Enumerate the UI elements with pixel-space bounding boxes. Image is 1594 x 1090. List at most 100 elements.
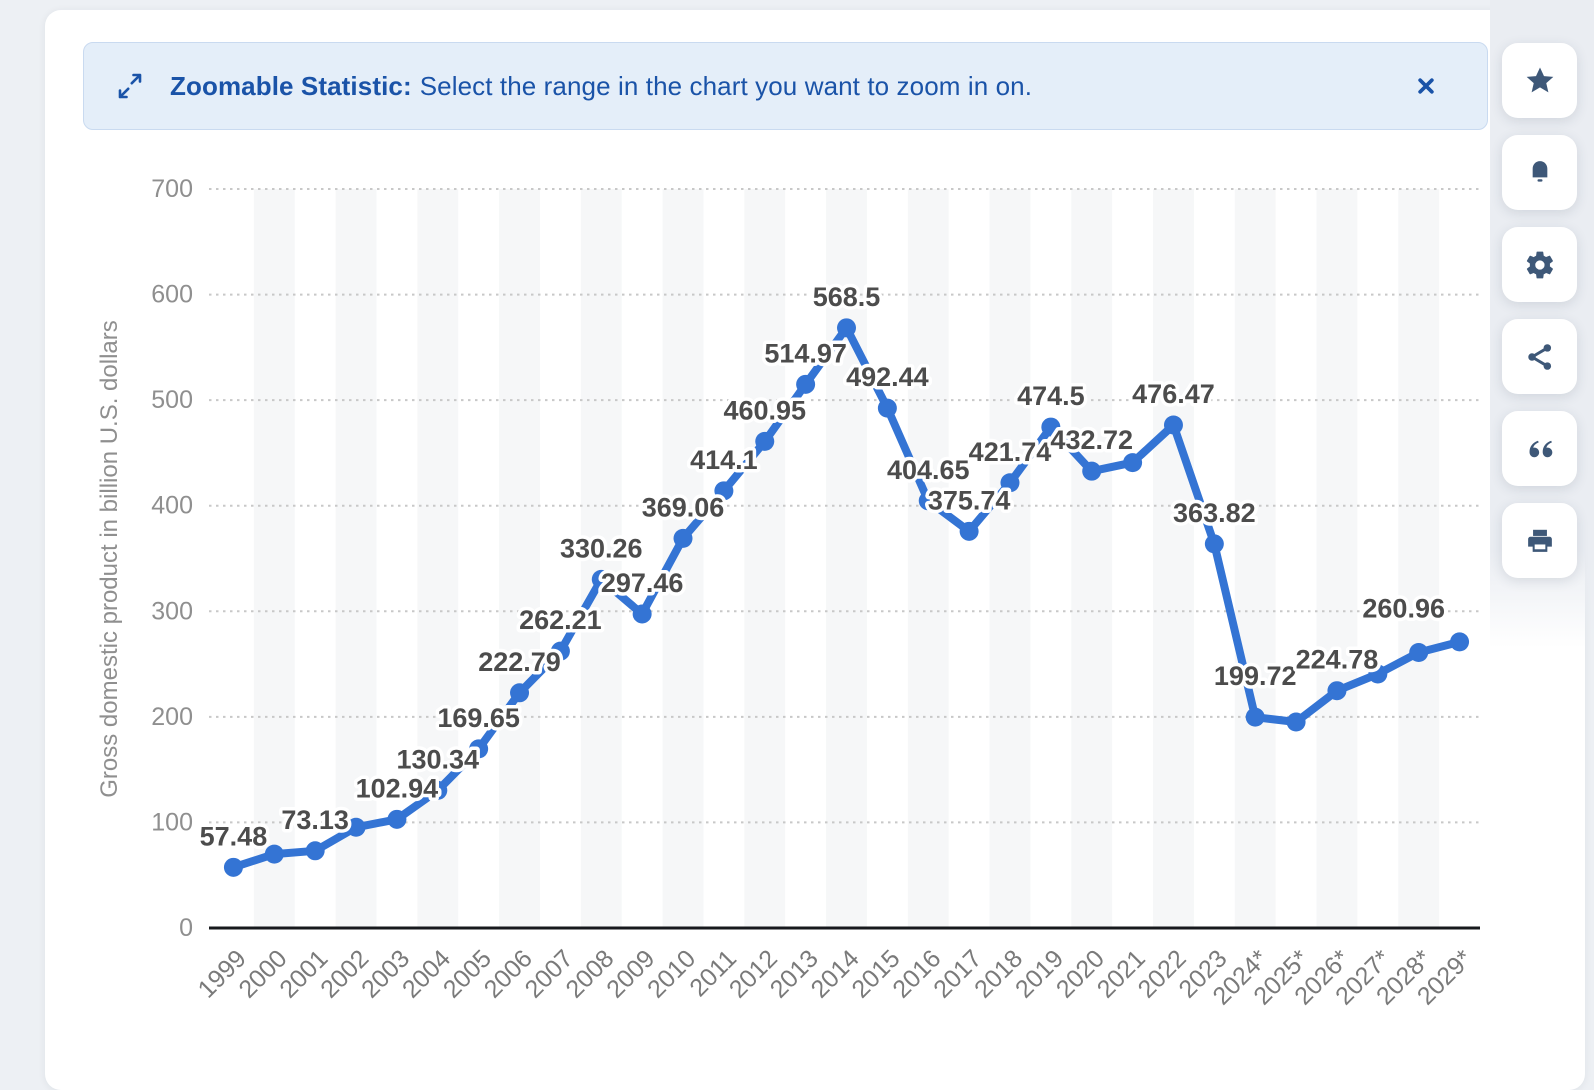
alt-year-band: [417, 189, 459, 928]
data-point[interactable]: [959, 521, 979, 541]
data-point[interactable]: [510, 683, 530, 703]
data-point-label: 224.78: [1296, 645, 1379, 675]
alt-year-band: [826, 189, 867, 928]
data-point-label: 297.46: [601, 568, 684, 598]
data-point-label: 363.82: [1173, 498, 1256, 528]
data-point[interactable]: [796, 374, 816, 394]
data-point[interactable]: [1245, 707, 1265, 727]
data-point-label: 568.5: [813, 282, 881, 312]
data-point-label: 73.13: [281, 805, 349, 835]
alt-year-band: [907, 189, 949, 928]
bell-icon: [1524, 157, 1556, 189]
cite-button[interactable]: [1502, 411, 1577, 486]
action-toolbar: [1502, 43, 1577, 578]
banner-message: Select the range in the chart you want t…: [419, 70, 1033, 101]
alt-year-band: [1153, 189, 1194, 928]
data-point[interactable]: [1450, 632, 1470, 652]
data-point[interactable]: [550, 641, 570, 661]
y-axis-title: Gross domestic product in billion U.S. d…: [96, 320, 123, 798]
data-point[interactable]: [1286, 712, 1306, 732]
data-point[interactable]: [755, 431, 775, 451]
data-point[interactable]: [1327, 681, 1347, 701]
data-point-label: 369.06: [642, 492, 725, 522]
data-point[interactable]: [837, 318, 856, 338]
y-axis-tick-label: 700: [151, 175, 193, 203]
data-point[interactable]: [1000, 473, 1020, 493]
data-point[interactable]: [1123, 453, 1143, 473]
quote-icon: [1523, 432, 1557, 466]
data-point[interactable]: [1409, 643, 1429, 663]
data-point-label: 514.97: [764, 338, 847, 368]
share-button[interactable]: [1502, 319, 1577, 394]
y-axis-tick-label: 300: [151, 597, 193, 625]
alt-year-band: [744, 189, 786, 928]
expand-icon: [114, 70, 146, 102]
data-point[interactable]: [469, 739, 489, 759]
data-point-label: 474.5: [1017, 381, 1085, 411]
y-axis-tick-label: 400: [151, 492, 193, 520]
alt-year-band: [1071, 189, 1113, 928]
data-point[interactable]: [877, 398, 897, 418]
data-point-label: 169.65: [437, 703, 520, 733]
data-point[interactable]: [387, 809, 407, 829]
data-point[interactable]: [673, 528, 693, 548]
banner-text: Zoomable Statistic: Select the range in t…: [170, 71, 1032, 102]
gdp-line-chart[interactable]: 0 100 200 300 400 500 600 700 Gross domestic pro…: [45, 10, 1585, 1070]
data-point-label: 404.65: [887, 455, 970, 485]
data-point-label: 222.79: [478, 647, 561, 677]
data-point-label: 476.47: [1132, 379, 1215, 409]
data-point-label: 130.34: [396, 744, 479, 774]
y-axis-tick-label: 0: [179, 914, 193, 942]
favorite-button[interactable]: [1502, 43, 1577, 118]
statistic-card: Zoomable Statistic: Select the range in t…: [45, 10, 1585, 1090]
print-button[interactable]: [1502, 503, 1577, 578]
data-point[interactable]: [305, 841, 325, 861]
alt-year-band: [335, 189, 377, 928]
data-point[interactable]: [223, 857, 243, 877]
close-icon: [1413, 73, 1439, 99]
data-point-label: 375.74: [928, 485, 1011, 515]
gear-icon: [1524, 249, 1556, 281]
y-axis-tick-label: 600: [151, 281, 193, 309]
y-axis-tick-label: 100: [151, 808, 193, 836]
data-point[interactable]: [918, 491, 938, 511]
banner-close-button[interactable]: [1409, 69, 1443, 103]
data-point-label: 432.72: [1050, 425, 1133, 455]
alt-year-band: [1234, 189, 1276, 928]
share-icon: [1524, 341, 1556, 373]
data-point-label: 414.1: [690, 445, 758, 475]
data-point[interactable]: [632, 604, 652, 624]
data-point-label: 102.94: [356, 773, 439, 803]
y-axis-tick-label: 200: [151, 703, 193, 731]
zoomable-statistic-banner: Zoomable Statistic: Select the range in t…: [83, 42, 1488, 130]
settings-button[interactable]: [1502, 227, 1577, 302]
data-point[interactable]: [1041, 417, 1061, 437]
data-point-label: 421.74: [969, 437, 1052, 467]
y-axis-tick-label: 500: [151, 386, 193, 414]
alt-year-band: [253, 189, 295, 928]
data-point-label: 330.26: [560, 533, 643, 563]
notifications-button[interactable]: [1502, 135, 1577, 210]
data-point[interactable]: [1082, 461, 1102, 481]
alt-year-band: [1398, 189, 1440, 928]
data-point[interactable]: [591, 569, 611, 589]
alt-year-band: [499, 189, 540, 928]
data-point-label: 492.44: [846, 362, 929, 392]
printer-icon: [1524, 525, 1556, 557]
star-icon: [1524, 65, 1556, 97]
alt-year-band: [989, 189, 1031, 928]
data-point[interactable]: [714, 481, 734, 501]
alt-year-band: [580, 189, 622, 928]
data-point-label: 260.96: [1362, 594, 1445, 624]
data-point[interactable]: [264, 844, 284, 864]
data-point[interactable]: [1368, 664, 1388, 684]
data-point-label: 460.95: [723, 395, 806, 425]
data-point[interactable]: [1204, 534, 1224, 554]
alt-year-band: [1316, 189, 1358, 928]
data-point[interactable]: [346, 817, 366, 837]
data-point[interactable]: [428, 780, 448, 800]
banner-title: Zoomable Statistic:: [170, 70, 412, 101]
data-point-label: 57.48: [200, 821, 268, 851]
data-point-label: 199.72: [1214, 661, 1297, 691]
data-point[interactable]: [1163, 415, 1183, 435]
